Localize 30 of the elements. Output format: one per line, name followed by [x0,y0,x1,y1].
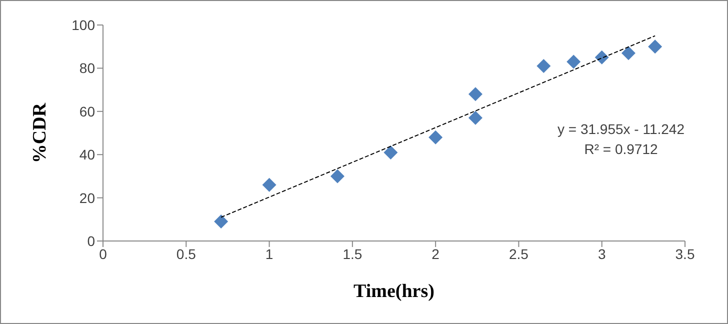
x-tick-label: 3.5 [675,246,695,262]
x-tick-label: 1 [265,246,274,262]
point [468,87,482,102]
point [384,145,398,160]
annotation: y = 31.955x - 11.242 [556,120,686,139]
x-tick-label: 0.5 [176,246,196,262]
point [468,110,482,125]
point [330,169,344,184]
y-tick-label: 0 [87,232,96,249]
point [566,54,581,69]
point [648,40,662,54]
y-tick-label: 40 [79,146,96,163]
x-tick-label: 2.5 [508,246,529,262]
y-tick-label: 60 [79,103,96,120]
y-tick-label: 20 [79,190,96,206]
point [536,59,551,74]
y-tick-label: 80 [79,60,96,76]
y-tick-label: 100 [72,16,96,33]
point [594,50,609,64]
x-tick-label: 0 [99,246,108,262]
x-tick-label: 1.5 [342,246,362,262]
point [214,214,228,229]
y-axis-title: %CDR [30,102,51,164]
x-tick-label: 2 [432,246,440,262]
point [428,130,443,144]
annotation: R² = 0.9712 [583,140,659,159]
point [621,46,636,60]
point [262,178,276,192]
x-tick-label: 3 [598,246,606,262]
x-axis-title: Time(hrs) [354,281,434,302]
